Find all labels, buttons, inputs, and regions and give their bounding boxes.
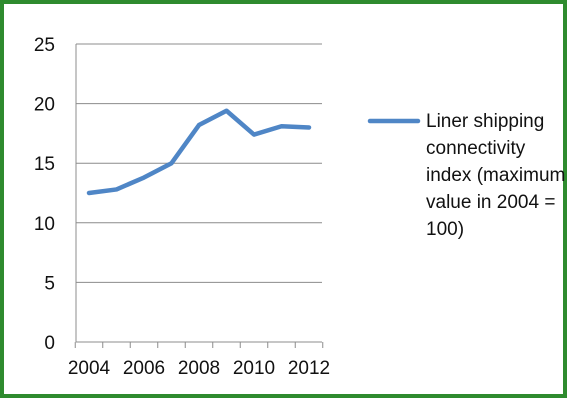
y-tick-label: 25 — [34, 35, 55, 56]
y-tick-label: 10 — [34, 214, 55, 235]
x-tick-label: 2008 — [178, 358, 220, 379]
x-tick-label: 2004 — [68, 358, 111, 379]
x-tick-label: 2010 — [233, 358, 275, 379]
y-tick-label: 5 — [44, 273, 55, 294]
x-tick-label: 2012 — [288, 358, 330, 379]
y-tick-label: 20 — [34, 95, 55, 116]
legend-series-label: Liner shipping connectivity index (maxim… — [426, 108, 566, 243]
series-line — [89, 111, 309, 193]
y-tick-label: 15 — [34, 154, 55, 175]
y-tick-label: 0 — [44, 333, 55, 354]
x-tick-label: 2006 — [123, 358, 165, 379]
